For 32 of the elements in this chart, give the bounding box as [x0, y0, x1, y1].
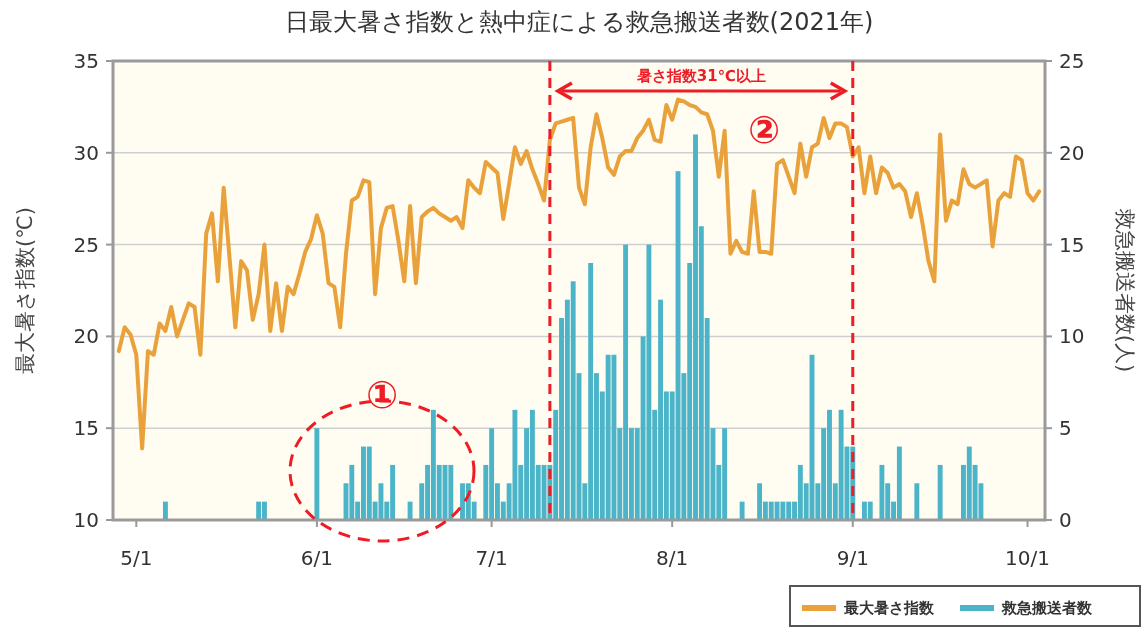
y2-tick-label: 15 [1059, 232, 1085, 257]
x-tick-label: 10/1 [1005, 546, 1050, 570]
bar [739, 501, 745, 520]
y2-tick-label: 0 [1059, 508, 1072, 532]
annotation: 暑さ指数31℃以上 [635, 67, 766, 85]
y-tick-label: 30 [73, 140, 99, 165]
bar [162, 501, 168, 520]
y2-tick-label: 20 [1059, 140, 1085, 165]
y-tick-label: 15 [73, 416, 99, 441]
x-tick-label: 9/1 [836, 546, 869, 570]
x-tick-label: 6/1 [300, 546, 333, 570]
y-axis-title: 最大暑さ指数(℃) [13, 207, 37, 374]
bar [314, 428, 320, 520]
y2-axis-title: 救急搬送者数(人) [1113, 207, 1137, 373]
y-tick-label: 20 [73, 324, 99, 349]
y2-tick-label: 25 [1059, 49, 1085, 73]
y-tick-label: 35 [73, 49, 99, 73]
chart-title: 日最大暑さ指数と熱中症による救急搬送者数(2021年) [284, 8, 874, 36]
y-tick-label: 10 [73, 508, 99, 532]
y2-tick-label: 10 [1059, 324, 1085, 349]
bar [407, 501, 413, 520]
bar [937, 464, 943, 520]
y2-tick-label: 5 [1059, 416, 1072, 441]
y-tick-label: 25 [73, 232, 99, 257]
legend-label: 救急搬送者数 [1001, 599, 1093, 617]
x-tick-label: 5/1 [120, 546, 153, 570]
bar [914, 483, 920, 520]
annotation: ② [747, 108, 781, 152]
x-tick-label: 7/1 [475, 546, 508, 570]
line-series [116, 97, 1042, 451]
legend-label: 最大暑さ指数 [843, 599, 935, 617]
x-tick-label: 8/1 [656, 546, 689, 570]
